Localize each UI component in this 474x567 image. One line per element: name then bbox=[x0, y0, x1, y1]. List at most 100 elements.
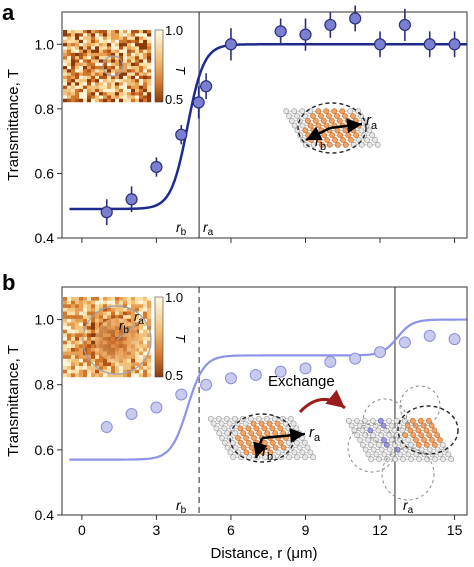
panel-a-heat-cell bbox=[79, 75, 84, 80]
panel-a-heat-cell bbox=[87, 92, 92, 96]
panel-a-ra-main: r bbox=[203, 219, 209, 235]
panel-a-heat-cell bbox=[115, 52, 120, 57]
panel-a-heat-cell bbox=[131, 85, 136, 90]
panel-b-schematic: ra rb bbox=[207, 385, 459, 501]
panel-a-heat-cell bbox=[99, 79, 104, 83]
panel-a-heat-cell bbox=[131, 30, 136, 34]
panel-a-heat-cell bbox=[103, 75, 108, 80]
panel-a-heat-cell bbox=[99, 52, 104, 57]
panel-a-heat-cell bbox=[83, 69, 88, 73]
panel-b-heat-cell bbox=[67, 358, 72, 363]
panel-a-heat-cell bbox=[107, 66, 112, 70]
panel-a-heat-cell bbox=[71, 43, 76, 47]
panel-b-heat-cell bbox=[83, 329, 88, 334]
panel-a-heat-cell bbox=[131, 46, 136, 50]
panel-b-heat-cell bbox=[135, 358, 140, 363]
panel-a-heat-cell bbox=[115, 72, 120, 77]
panel-b-site bbox=[415, 427, 422, 434]
panel-a-heat-cell bbox=[79, 59, 84, 63]
panel-b-heat-cell bbox=[71, 326, 76, 330]
panel-a-heat-cell bbox=[131, 75, 136, 80]
panel-a-heat-cell bbox=[131, 49, 136, 54]
panel-b-heat-cell bbox=[91, 307, 96, 312]
panel-a-heat-cell bbox=[143, 43, 148, 47]
panel-a-site bbox=[334, 127, 341, 134]
panel-b-inset-ra: ra bbox=[134, 309, 144, 327]
panel-b-heat-cell bbox=[135, 373, 140, 378]
panel-b-heat-cell bbox=[143, 333, 148, 338]
panel-b-heat-cell bbox=[99, 318, 104, 323]
panel-a-heat-cell bbox=[107, 88, 112, 93]
panel-b-heat-cell bbox=[71, 318, 76, 323]
panel-b-heat-cell bbox=[79, 315, 84, 320]
panel-b-heat-cell bbox=[75, 347, 80, 352]
panel-b-site bbox=[243, 449, 250, 456]
panel-b-inset-ra-main: r bbox=[134, 309, 139, 324]
panel-b-heat-cell bbox=[87, 322, 92, 327]
panel-b-heat-cell bbox=[99, 358, 104, 363]
panel-a-site bbox=[358, 127, 365, 134]
panel-a-heat-cell bbox=[79, 82, 84, 86]
panel-b-site bbox=[388, 422, 395, 429]
panel-a-heat-cell bbox=[139, 72, 144, 77]
panel-b-schematic-ellipse-right bbox=[397, 405, 459, 455]
panel-a-heat-cell bbox=[91, 62, 96, 67]
panel-b-inset-rb: rb bbox=[119, 318, 129, 336]
panel-a-heat-cell bbox=[147, 56, 152, 60]
panel-b-heat-cell bbox=[95, 351, 100, 356]
panel-a-heat-cell bbox=[95, 66, 100, 70]
panel-a-heat-cell bbox=[131, 79, 136, 83]
panel-b-heat-cell bbox=[63, 355, 68, 360]
panel-a-heat-cell bbox=[87, 59, 92, 63]
panel-b-heat-cell bbox=[119, 369, 124, 374]
panel-a-heat-cell bbox=[63, 69, 68, 73]
panel-a-heat-cell bbox=[143, 69, 148, 73]
panel-a-heat-cell bbox=[99, 88, 104, 93]
panel-b-heat-cell bbox=[107, 297, 112, 301]
panel-a-site bbox=[340, 137, 346, 143]
panel-b-site bbox=[417, 417, 424, 424]
panel-b-heat-cell bbox=[127, 304, 132, 309]
panel-b-heat-cell bbox=[75, 311, 80, 316]
panel-b-heat-cell bbox=[143, 358, 148, 363]
panel-a-heat-cell bbox=[67, 46, 72, 50]
panel-b-heat-cell bbox=[119, 297, 124, 301]
panel-b-heat-cell bbox=[103, 366, 108, 370]
panel-a-heat-cell bbox=[71, 85, 76, 90]
panel-b-inset: ra rb 1.0 0.5 T bbox=[63, 290, 188, 383]
panel-b-site bbox=[365, 437, 371, 443]
panel-a-heat-cell bbox=[79, 52, 84, 57]
panel-a-site bbox=[353, 132, 360, 139]
panel-b-heat-cell bbox=[83, 322, 88, 327]
panel-b-heat-cell bbox=[143, 366, 148, 370]
panel-a-heat-cell bbox=[75, 92, 80, 96]
panel-b-inset-rb-main: r bbox=[119, 318, 124, 333]
panel-b-heat-cell bbox=[71, 322, 76, 327]
panel-a-heat-cell bbox=[87, 98, 92, 103]
panel-a-heat-cell bbox=[115, 79, 120, 83]
panel-b-site bbox=[426, 432, 433, 439]
panel-b-heat-cell bbox=[135, 369, 140, 374]
panel-b-heat-cell bbox=[79, 333, 84, 338]
panel-a-site bbox=[291, 122, 298, 129]
panel-a-heat-cell bbox=[123, 98, 128, 103]
panel-b-model-line bbox=[69, 318, 468, 461]
panel-a-heat-cell bbox=[107, 98, 112, 103]
panel-a-heat-cell bbox=[111, 36, 116, 41]
panel-b-site bbox=[399, 427, 406, 434]
panel-b-heat-cell bbox=[63, 373, 68, 378]
panel-a-heat-cell bbox=[135, 30, 140, 34]
panel-b-heat-cell bbox=[107, 307, 112, 312]
panel-b-heat-cell bbox=[143, 300, 148, 305]
panel-b-site bbox=[245, 439, 252, 446]
panel-b-heat-cell bbox=[75, 340, 80, 345]
panel-a-heat-cell bbox=[131, 95, 136, 99]
panel-b-site bbox=[230, 454, 237, 461]
panel-a-heat-cell bbox=[119, 56, 124, 60]
panel-a-heat-cell bbox=[91, 59, 96, 63]
panel-a-ra-label: ra bbox=[203, 219, 214, 238]
panel-a-heat-cell bbox=[87, 66, 92, 70]
panel-a-heat-cell bbox=[83, 36, 88, 41]
panel-a-site bbox=[307, 122, 314, 129]
panel-a-site bbox=[350, 127, 357, 134]
